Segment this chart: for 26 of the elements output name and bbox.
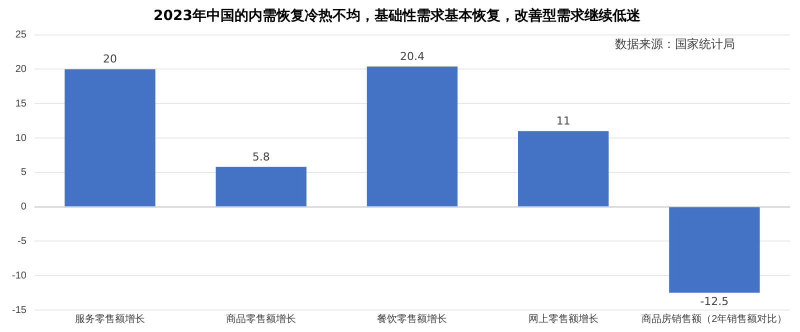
y-tick-label: 25 (15, 30, 27, 41)
y-tick-label: 20 (15, 64, 27, 75)
data-label: 5.8 (252, 150, 270, 164)
bar (64, 69, 156, 206)
x-tick-label: 网上零售额增长 (528, 312, 598, 325)
bar (518, 131, 609, 206)
y-tick-label: 0 (20, 202, 27, 213)
y-tick-label: 10 (15, 132, 27, 144)
y-tick-label: -15 (12, 304, 27, 316)
y-tick-label: 5 (20, 167, 27, 178)
annotation: 数据来源：国家统计局 (615, 36, 735, 51)
chart-title: 2023年中国的内需恢复冷热不均，基础性需求基本恢复，改善型需求继续低迷 (154, 7, 642, 24)
data-label: 11 (556, 114, 570, 128)
x-tick-label: 餐饮零售额增长 (377, 312, 448, 325)
y-tick-label: -10 (12, 270, 27, 282)
bar (216, 166, 306, 206)
y-tick-label: -5 (18, 236, 27, 247)
data-label: -12.5 (700, 295, 729, 308)
bar (366, 66, 458, 206)
data-label: 20 (103, 52, 118, 66)
data-label: 20.4 (400, 50, 424, 63)
x-tick-label: 服务零售额增长 (75, 312, 146, 325)
bar (669, 207, 760, 293)
x-tick-label: 商品零售额增长 (226, 312, 296, 325)
y-tick-label: 15 (15, 98, 27, 110)
x-tick-label: 商品房销售额（2年销售额对比） (642, 312, 788, 325)
